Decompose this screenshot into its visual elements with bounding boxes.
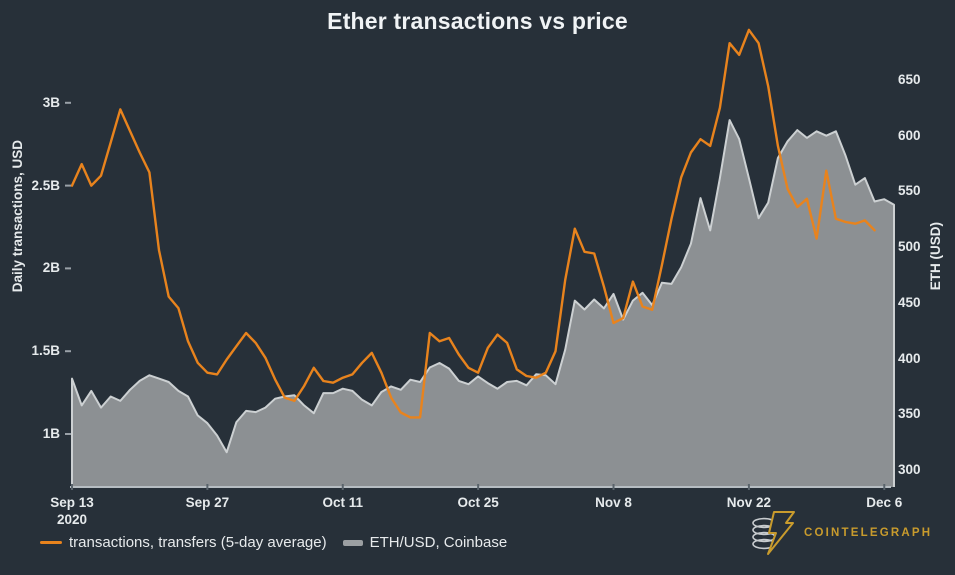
gray-line-swatch-icon (342, 539, 363, 546)
right-axis-tick-label: 400 (898, 350, 921, 366)
x-axis-tick-label: Dec 6 (866, 495, 903, 510)
legend-item-transactions: transactions, transfers (5-day average) (40, 534, 327, 551)
right-axis-tick-label: 450 (898, 294, 921, 310)
x-axis-tick-label: Nov 8 (595, 495, 632, 510)
x-axis-tick-sublabel: 2020 (56, 512, 88, 527)
right-axis-tick-label: 650 (898, 71, 921, 87)
x-axis-tick-label: Sep 13 (50, 495, 94, 510)
legend: transactions, transfers (5-day average) … (40, 534, 507, 551)
chart-title: Ether transactions vs price (327, 8, 628, 34)
x-axis-tick-label: Nov 22 (726, 495, 772, 510)
left-axis-tick-label: 1.5B (31, 343, 60, 359)
eth-price-area-edge (71, 119, 895, 487)
right-axis-title: ETH (USD) (928, 222, 943, 291)
right-axis-tick-label: 600 (898, 127, 921, 143)
left-axis-tick-label: 2B (42, 260, 60, 276)
legend-item-eth-price: ETH/USD, Coinbase (342, 534, 508, 551)
legend-label-eth-price: ETH/USD, Coinbase (369, 534, 508, 551)
cointelegraph-wordmark: COINTELEGRAPH (804, 527, 933, 539)
orange-line-swatch-icon (40, 541, 62, 544)
left-axis-tick-label: 3B (42, 94, 60, 110)
transactions-line (70, 28, 876, 419)
legend-label-transactions: transactions, transfers (5-day average) (69, 534, 327, 551)
x-axis-tick-label: Oct 11 (322, 495, 364, 510)
left-axis-tick-label: 2.5B (31, 177, 60, 193)
cointelegraph-coins-bolt-icon (752, 511, 795, 555)
cointelegraph-logo: COINTELEGRAPH (750, 508, 932, 558)
right-axis-tick-label: 300 (898, 462, 921, 477)
x-axis-tick-label: Sep 27 (185, 495, 230, 510)
eth-price-area (72, 120, 894, 487)
x-axis-tick-label: Oct 25 (457, 495, 499, 510)
right-axis-tick-label: 550 (898, 183, 921, 199)
right-axis-tick-label: 350 (898, 406, 921, 422)
right-axis-tick-label: 500 (898, 239, 921, 255)
left-axis-tick-label: 1B (42, 426, 60, 441)
